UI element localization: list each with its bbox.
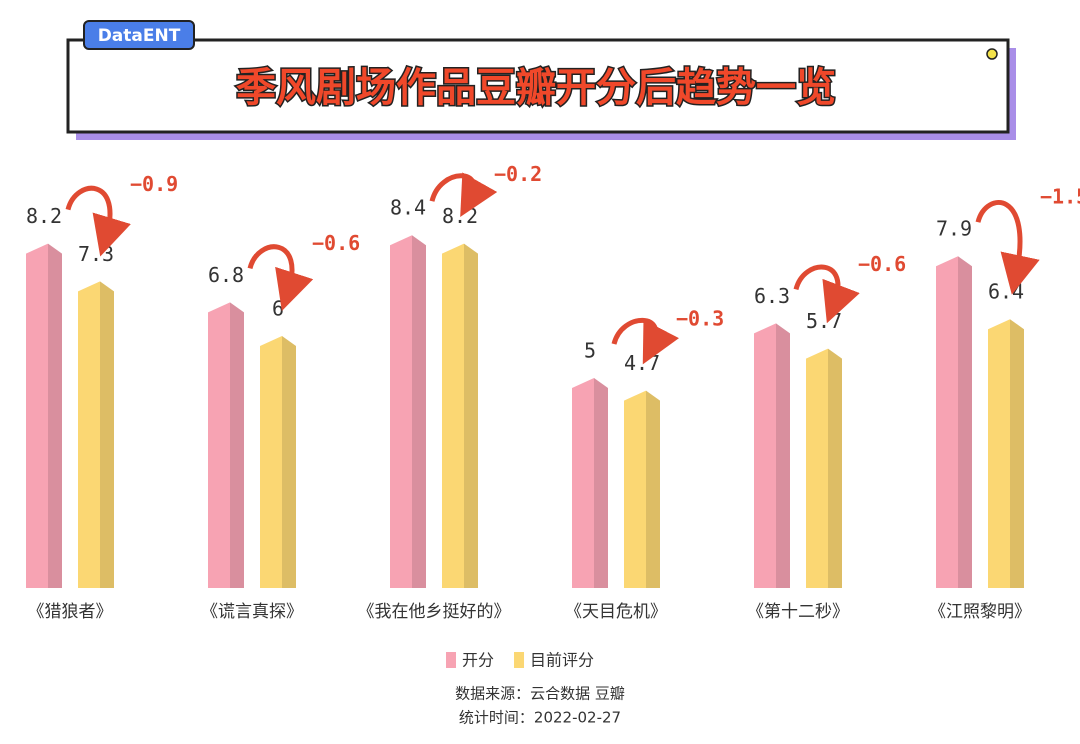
value-label: 6.8	[208, 263, 244, 287]
change-label: −0.3	[676, 307, 724, 331]
bar-face-right	[594, 378, 608, 588]
legend-swatch	[446, 652, 456, 668]
bar-face-left	[754, 323, 776, 588]
legend-label: 目前评分	[530, 651, 594, 670]
value-label: 6.3	[754, 284, 790, 308]
bar	[936, 256, 972, 588]
change-label: −0.6	[858, 252, 906, 276]
bar-face-left	[260, 336, 282, 588]
bar	[208, 302, 244, 588]
dot	[986, 48, 998, 60]
bar-face-right	[464, 243, 478, 588]
bar-face-left	[936, 256, 958, 588]
badge-text: DataENT	[98, 26, 181, 46]
x-tick-label: 《我在他乡挺好的》	[358, 602, 511, 622]
bar	[572, 378, 608, 588]
bar	[260, 336, 296, 588]
legend-swatch	[514, 652, 525, 668]
bar-face-right	[776, 323, 790, 588]
bar	[806, 348, 842, 588]
bar	[988, 319, 1024, 588]
bar-face-left	[26, 243, 48, 588]
x-tick-label: 《江照黎明》	[929, 602, 1031, 622]
change-label: −0.6	[312, 231, 360, 255]
bar	[624, 390, 660, 588]
change-arrow	[793, 264, 860, 324]
bar-face-right	[230, 302, 244, 588]
bar-face-left	[390, 235, 412, 588]
bar	[78, 281, 114, 588]
bar-face-right	[282, 336, 296, 588]
bar-face-left	[988, 319, 1010, 588]
change-arrow	[975, 200, 1040, 295]
change-label: −0.2	[494, 162, 542, 186]
change-arrow	[65, 185, 131, 257]
change-label: −0.9	[130, 172, 178, 196]
bar-face-right	[412, 235, 426, 588]
bar-face-right	[958, 256, 972, 588]
title-box	[66, 38, 1010, 134]
date: 统计时间：2022-02-27	[459, 709, 621, 727]
value-label: 6	[272, 297, 284, 321]
bar-face-left	[442, 243, 464, 588]
bar-face-right	[828, 348, 842, 588]
value-label: 5	[584, 339, 596, 363]
legend-label: 开分	[462, 651, 494, 670]
change-arrow	[429, 172, 498, 218]
value-label: 8.4	[390, 196, 426, 220]
bar	[26, 243, 62, 588]
source: 数据来源：云合数据 豆瓣	[455, 685, 625, 703]
bar-face-left	[572, 378, 594, 588]
bar-face-right	[1010, 319, 1024, 588]
change-arrow	[611, 317, 679, 365]
bar-face-left	[208, 302, 230, 588]
bar-face-left	[78, 281, 100, 588]
value-label: 7.9	[936, 217, 972, 241]
bar-face-right	[48, 243, 62, 588]
chart-title: 季风剧场作品豆瓣开分后趋势一览	[236, 65, 836, 111]
change-arrow	[247, 244, 314, 312]
bar-face-right	[646, 390, 660, 588]
value-label: 7.3	[78, 242, 114, 266]
x-tick-label: 《猎狼者》	[28, 602, 113, 622]
bar-face-right	[100, 281, 114, 588]
value-label: 8.2	[26, 204, 62, 228]
value-label: 4.7	[624, 351, 660, 375]
value-label: 5.7	[806, 309, 842, 333]
bar	[442, 243, 478, 588]
change-label: −1.5	[1040, 185, 1080, 209]
bar-face-left	[806, 348, 828, 588]
value-label: 6.4	[988, 280, 1024, 304]
badge	[83, 20, 195, 50]
bar	[390, 235, 426, 588]
x-tick-label: 《天目危机》	[565, 602, 667, 622]
bar	[754, 323, 790, 588]
x-tick-label: 《谎言真探》	[201, 602, 303, 622]
bar-face-left	[624, 390, 646, 588]
x-tick-label: 《第十二秒》	[747, 602, 849, 622]
value-label: 8.2	[442, 204, 478, 228]
